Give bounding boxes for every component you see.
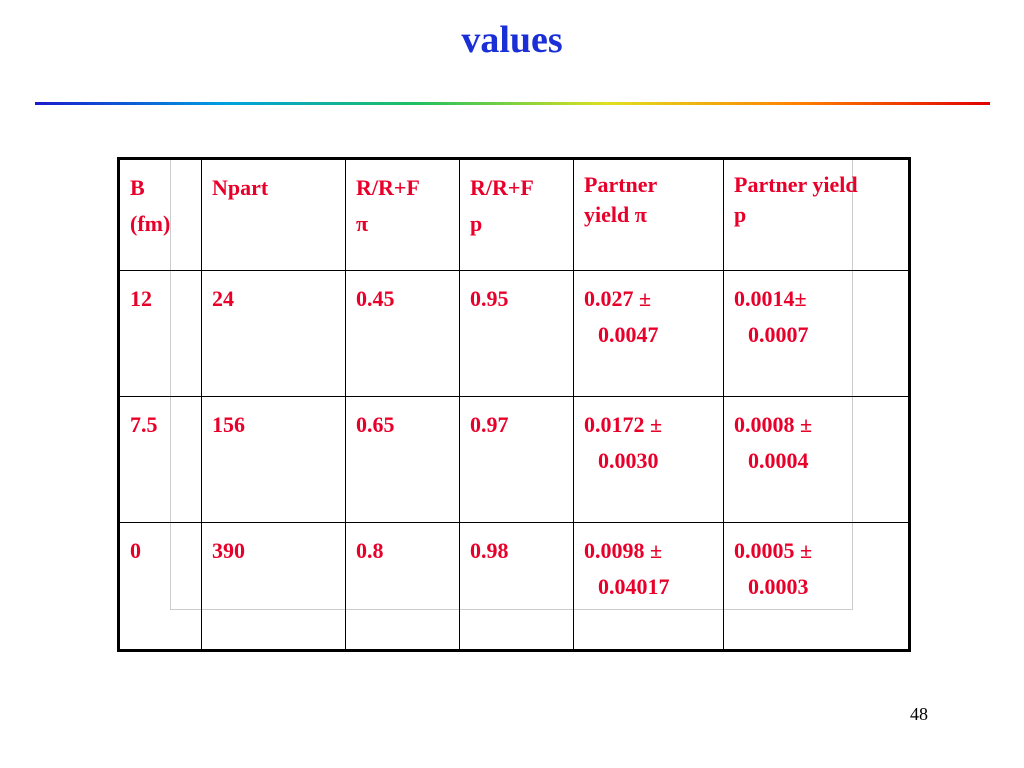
table-cell: 390: [201, 522, 346, 651]
table-cell: 7.5: [118, 396, 202, 523]
table-row: 7.5 156 0.65 0.97 0.0172 ±0.0030 0.0008 ±0.00…: [118, 396, 910, 523]
cell-text: R/R+F: [356, 175, 420, 200]
table-cell: 0.95: [459, 270, 574, 397]
cell-text: 0.65: [356, 412, 395, 437]
table-cell: 0.0008 ± 0.0004: [723, 396, 910, 523]
slide-title: values: [461, 19, 563, 61]
cell-text: B: [130, 175, 145, 200]
cell-text: p: [734, 202, 747, 227]
table-cell: 0.97: [459, 396, 574, 523]
cell-text: 0.95: [470, 286, 509, 311]
cell-text: 156: [212, 412, 245, 437]
table-row: 0 390 0.8 0.98 0.0098 ± 0.04017 0.0005 ± 0.0003: [118, 522, 910, 651]
table-cell: 12: [118, 270, 202, 397]
cell-text: 0.98: [470, 538, 509, 563]
table-cell: 0.8: [345, 522, 460, 651]
table-cell: 156: [201, 396, 346, 523]
page-number: 48: [910, 704, 928, 724]
cell-text: 7.5: [130, 412, 158, 437]
cell-text: 0.0030: [598, 448, 659, 473]
table-cell: 0.0098 ± 0.04017: [573, 522, 724, 651]
cell-text: 0.8: [356, 538, 384, 563]
cell-text: Partner: [584, 172, 658, 197]
cell-text: 0: [130, 538, 141, 563]
table-cell: Partner yield p: [723, 158, 910, 271]
cell-text: yield π: [584, 202, 647, 227]
cell-text: Partner yield: [734, 172, 858, 197]
table-cell: 0.45: [345, 270, 460, 397]
cell-text: Npart: [212, 175, 269, 200]
cell-text: 390: [212, 538, 245, 563]
table-cell: Partner yield π: [573, 158, 724, 271]
cell-text: 0.0007: [748, 322, 809, 347]
cell-text: 0.0008 ±: [734, 412, 813, 437]
cell-text: 0.027 ±: [584, 286, 652, 311]
table-row: 12 24 0.45 0.95 0.027 ± 0.0047 0.0014± 0.0007: [118, 270, 910, 397]
cell-text: 24: [212, 286, 234, 311]
cell-text: 0.0172 ±: [584, 412, 663, 437]
cell-text: 0.0004: [748, 448, 809, 473]
cell-text: 0.0098 ±: [584, 538, 663, 563]
table-cell: R/R+F π: [345, 158, 460, 271]
cell-text: (fm): [130, 211, 171, 236]
table-cell: 0.027 ± 0.0047: [573, 270, 724, 397]
cell-text: 0.0047: [598, 322, 659, 347]
cell-text: R/R+F: [470, 175, 534, 200]
data-table: B (fm) Npart R/R+F π R/R+F p Partner yield π Part…: [117, 157, 911, 652]
table-cell: 0.0014± 0.0007: [723, 270, 910, 397]
title-rule: [35, 102, 990, 105]
table-cell: 0.0005 ± 0.0003: [723, 522, 910, 651]
cell-text: 0.0003: [748, 574, 809, 599]
table-row: B (fm) Npart R/R+F π R/R+F p Partner yield π Part…: [118, 158, 910, 271]
cell-text: 0.04017: [598, 574, 670, 599]
cell-text: 0.0005 ±: [734, 538, 813, 563]
table-cell: 0: [118, 522, 202, 651]
cell-text: 0.0014±: [734, 286, 807, 311]
cell-text: π: [356, 211, 369, 236]
table-cell: 0.65: [345, 396, 460, 523]
table-cell: 0.98: [459, 522, 574, 651]
table-cell: 0.0172 ± 0.0030: [573, 396, 724, 523]
cell-text: p: [470, 211, 483, 236]
cell-text: 0.97: [470, 412, 509, 437]
table-cell: B (fm): [118, 158, 202, 271]
table-cell: Npart: [201, 158, 346, 271]
cell-text: 0.45: [356, 286, 395, 311]
table-cell: 24: [201, 270, 346, 397]
table-cell: R/R+F p: [459, 158, 574, 271]
cell-text: 12: [130, 286, 152, 311]
